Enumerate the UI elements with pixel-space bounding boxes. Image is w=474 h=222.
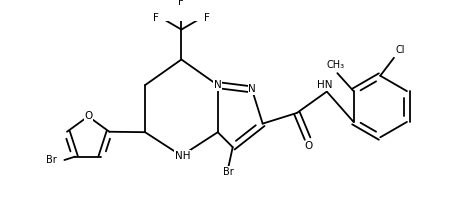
Text: Br: Br — [223, 167, 234, 177]
Text: F: F — [204, 13, 210, 23]
Text: O: O — [304, 141, 312, 151]
Text: N: N — [214, 80, 222, 90]
Text: N: N — [248, 84, 256, 94]
Text: CH₃: CH₃ — [326, 60, 344, 70]
Text: Br: Br — [46, 155, 57, 165]
Text: F: F — [179, 0, 184, 7]
Text: HN: HN — [317, 80, 332, 90]
Text: Cl: Cl — [396, 45, 405, 55]
Text: F: F — [153, 13, 159, 23]
Text: NH: NH — [174, 151, 190, 161]
Text: O: O — [84, 111, 92, 121]
